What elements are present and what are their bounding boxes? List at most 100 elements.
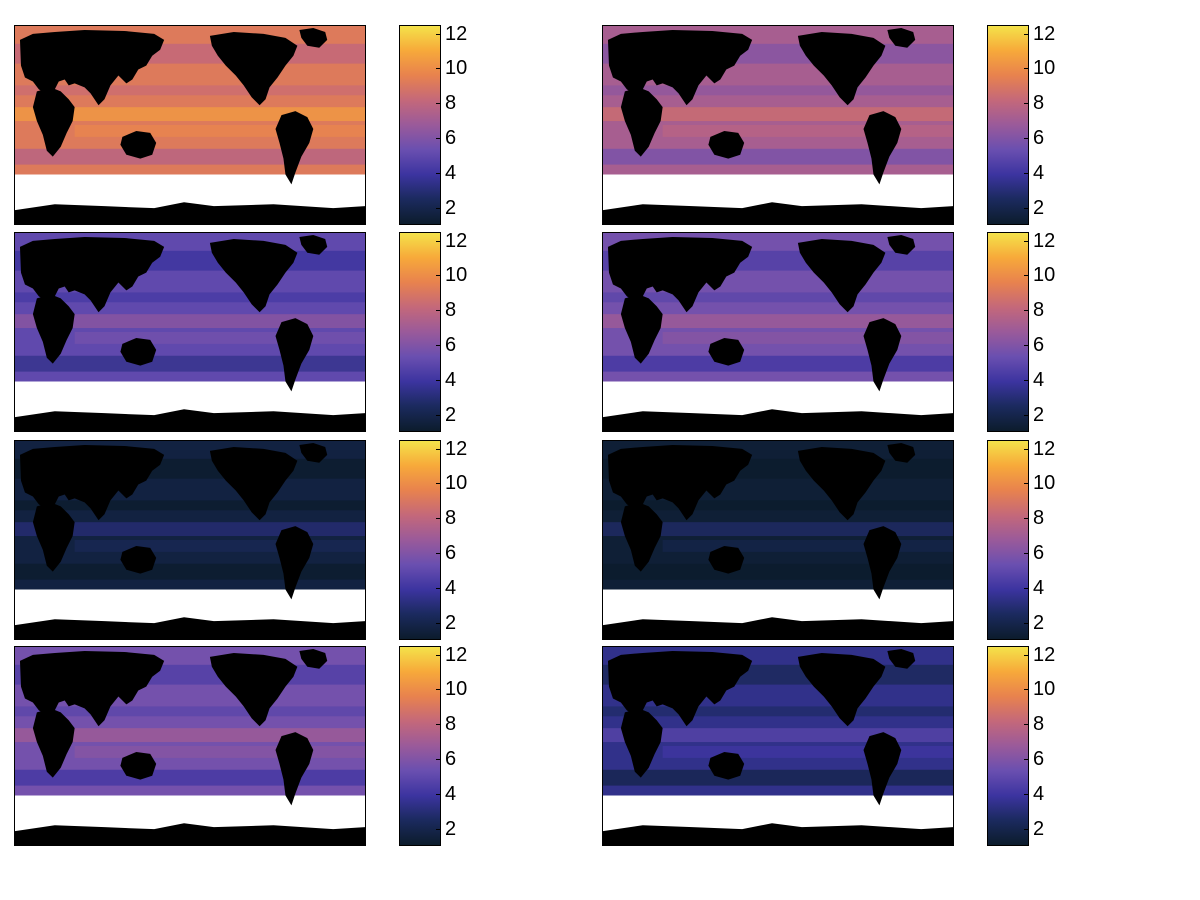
value-band — [15, 148, 365, 165]
colorbar-tick-mark — [1024, 518, 1029, 519]
value-band — [15, 355, 365, 372]
value-band — [662, 540, 953, 552]
colorbar-tick-label: 2 — [445, 404, 457, 426]
colorbar-tick-label: 2 — [1033, 404, 1045, 426]
value-band — [15, 563, 365, 580]
landmass — [19, 29, 165, 106]
landmass — [708, 337, 745, 366]
colorbar-gradient — [987, 25, 1029, 225]
colorbar-tick-label: 10 — [445, 472, 468, 494]
landmass — [863, 318, 902, 392]
colorbar-gradient — [399, 646, 441, 846]
colorbar-tick-label: 6 — [1033, 542, 1045, 564]
landmass — [15, 617, 365, 639]
colorbar-tick-mark — [1024, 380, 1029, 381]
map-panel-r4c2 — [602, 646, 954, 846]
value-band — [603, 563, 953, 580]
colorbar-tick-mark — [1024, 208, 1029, 209]
value-band — [603, 292, 953, 303]
colorbar-tick-label: 8 — [445, 713, 457, 735]
value-band — [15, 728, 365, 743]
value-band — [15, 292, 365, 303]
colorbar-tick-label: 4 — [445, 577, 457, 599]
colorbar-gradient — [399, 232, 441, 432]
landmass — [19, 650, 165, 727]
landmass — [15, 823, 365, 845]
value-band — [662, 125, 953, 137]
colorbar-tick-label: 10 — [1033, 678, 1056, 700]
colorbar-tick-mark — [1024, 553, 1029, 554]
colorbar-tick-mark — [436, 34, 441, 35]
colorbar-tick-mark — [1024, 345, 1029, 346]
landmass — [120, 337, 157, 366]
value-band — [15, 500, 365, 511]
landmass — [209, 31, 298, 106]
colorbar-tick-mark — [1024, 173, 1029, 174]
value-band — [15, 107, 365, 122]
value-band — [603, 314, 953, 329]
colorbar-tick-mark — [436, 380, 441, 381]
colorbar-tick-mark — [436, 173, 441, 174]
landmass — [607, 650, 753, 727]
landmass — [209, 238, 298, 313]
colorbar-tick-label: 8 — [445, 507, 457, 529]
landmass — [275, 526, 314, 600]
landmass — [299, 442, 328, 463]
value-band — [15, 706, 365, 717]
colorbar-gradient — [987, 232, 1029, 432]
value-band — [74, 125, 365, 137]
landmass — [603, 202, 953, 224]
colorbar-tick-label: 6 — [445, 542, 457, 564]
map-panel-r3c2 — [602, 440, 954, 640]
colorbar-tick-mark — [436, 483, 441, 484]
landmass — [887, 442, 916, 463]
colorbar-tick-label: 8 — [1033, 92, 1045, 114]
landmass — [299, 27, 328, 48]
landmass — [275, 318, 314, 392]
landmass — [19, 444, 165, 521]
landmass — [887, 234, 916, 255]
colorbar-tick-label: 8 — [1033, 507, 1045, 529]
colorbar-tick-label: 2 — [445, 197, 457, 219]
colorbar-tick-mark — [436, 623, 441, 624]
colorbar-tick-mark — [436, 449, 441, 450]
colorbar-tick-label: 6 — [445, 748, 457, 770]
landmass — [863, 111, 902, 185]
colorbar-tick-mark — [436, 103, 441, 104]
colorbar-tick-label: 4 — [445, 369, 457, 391]
colorbar-tick-mark — [436, 415, 441, 416]
colorbar-tick-mark — [1024, 275, 1029, 276]
landmass — [275, 732, 314, 806]
colorbar-tick-mark — [1024, 759, 1029, 760]
colorbar-tick-label: 2 — [1033, 197, 1045, 219]
colorbar-tick-label: 4 — [445, 783, 457, 805]
colorbar-tick-mark — [436, 241, 441, 242]
colorbar-tick-label: 4 — [1033, 577, 1045, 599]
colorbar-tick-mark — [436, 724, 441, 725]
colorbar-tick-mark — [1024, 588, 1029, 589]
landmass — [603, 823, 953, 845]
colorbar-tick-mark — [1024, 34, 1029, 35]
landmass — [708, 130, 745, 159]
colorbar-gradient — [987, 646, 1029, 846]
landmass — [32, 502, 75, 572]
landmass — [620, 294, 663, 364]
colorbar-tick-label: 10 — [445, 678, 468, 700]
colorbar-tick-label: 10 — [1033, 472, 1056, 494]
colorbar-tick-mark — [1024, 310, 1029, 311]
colorbar-tick-label: 10 — [445, 264, 468, 286]
landmass — [15, 409, 365, 431]
value-band — [603, 522, 953, 537]
colorbar-tick-label: 12 — [1033, 230, 1056, 252]
colorbar-tick-label: 2 — [1033, 818, 1045, 840]
value-band — [662, 746, 953, 758]
value-band — [662, 332, 953, 344]
colorbar-tick-mark — [436, 208, 441, 209]
colorbar-tick-label: 4 — [1033, 783, 1045, 805]
colorbar-tick-label: 6 — [1033, 748, 1045, 770]
colorbar-tick-mark — [1024, 829, 1029, 830]
value-band — [74, 332, 365, 344]
colorbar-tick-mark — [436, 68, 441, 69]
colorbar-tick-label: 4 — [1033, 369, 1045, 391]
map-panel-r1c2 — [602, 25, 954, 225]
